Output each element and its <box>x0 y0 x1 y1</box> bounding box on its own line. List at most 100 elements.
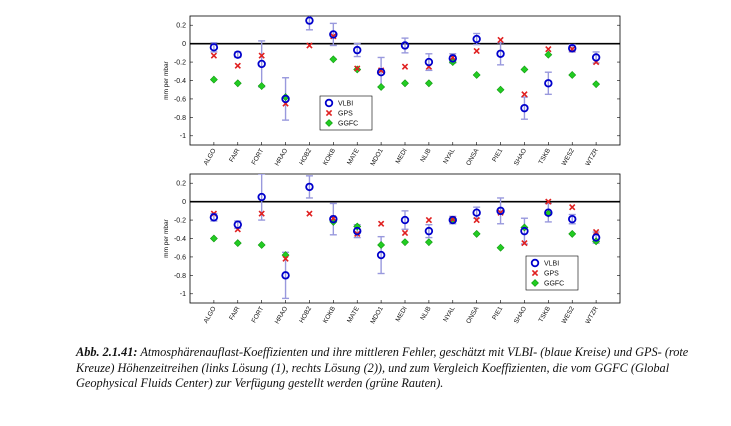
y-tick-label: 0.2 <box>176 23 186 30</box>
y-tick-label: -0.6 <box>174 254 186 261</box>
ggfc-point <box>209 234 218 243</box>
y-tick-label: -0.4 <box>174 236 186 243</box>
y-tick-label: -0.6 <box>174 96 186 103</box>
gps-point-stroke-b <box>521 91 528 98</box>
caption-label: Abb. 2.1.41: <box>76 345 138 359</box>
x-tick-label-hob2: HOB2 <box>298 305 313 324</box>
vlbi-point <box>257 59 266 69</box>
vlbi-point <box>520 103 529 113</box>
y-tick-label: -0.2 <box>174 217 186 224</box>
legend-gps-label: GPS <box>338 111 353 118</box>
caption-text: Atmosphärenauflast-Koeffizienten und ihr… <box>76 345 689 390</box>
gps-point <box>306 42 313 49</box>
y-tick-label: 0 <box>182 199 186 206</box>
x-tick-label-fort: FORT <box>251 147 266 166</box>
legend: VLBI GPS GGFC <box>525 255 579 291</box>
x-tick-label-wes2: WES2 <box>561 147 576 167</box>
legend-ggfc-label: GGFC <box>338 121 358 128</box>
x-tick-label-tskb: TSKB <box>538 148 553 166</box>
gps-point <box>258 210 265 217</box>
x-tick-label-hrao: HRAO <box>274 148 289 168</box>
vlbi-point <box>305 16 314 25</box>
x-tick-label-nyal: NYAL <box>442 147 457 165</box>
vlbi-point <box>329 30 338 39</box>
legend: VLBI GPS GGFC <box>319 95 373 131</box>
ggfc-point <box>209 75 218 84</box>
vlbi-point <box>376 68 386 77</box>
x-tick-label-nlib: NLIB <box>419 306 432 322</box>
vlbi-point <box>544 79 553 88</box>
x-tick-label-tskb: TSKB <box>538 306 553 324</box>
gps-point-stroke-b <box>306 210 313 217</box>
vlbi-point <box>568 44 577 53</box>
gps-point <box>401 63 409 70</box>
vlbi-point <box>281 94 290 104</box>
y-tick-label: -1 <box>180 133 186 140</box>
ggfc-point <box>472 229 481 238</box>
gps-point-stroke-b <box>401 229 409 237</box>
gps-point-stroke-b <box>545 46 552 53</box>
ggfc-point <box>592 80 601 89</box>
gps-point <box>545 198 552 205</box>
ggfc-point <box>377 241 386 249</box>
marks-layer <box>209 16 601 121</box>
gps-point <box>545 46 552 53</box>
vlbi-point <box>353 226 362 236</box>
x-tick-label-wes2: WES2 <box>561 305 576 325</box>
ggfc-point <box>329 55 338 64</box>
y-tick-label: -0.8 <box>174 115 186 122</box>
x-tick-label-wtzr: WTZR <box>584 147 600 167</box>
x-tick-label-pie1: PIE1 <box>491 147 504 163</box>
vlbi-point <box>400 41 410 50</box>
y-tick-label: -0.2 <box>174 59 186 66</box>
gps-point-stroke-b <box>258 210 265 217</box>
gps-point-stroke-b <box>234 62 241 69</box>
x-tick-label-fair: FAIR <box>228 147 241 163</box>
ggfc-point <box>401 238 409 247</box>
y-tick-label: -0.4 <box>174 78 186 85</box>
vlbi-point <box>233 220 242 229</box>
x-tick-label-nyal: NYAL <box>442 305 457 323</box>
vlbi-point <box>496 49 505 58</box>
x-tick-label-medi: MEDI <box>395 305 409 323</box>
vlbi-point <box>305 182 314 192</box>
gps-point-stroke-b <box>377 220 385 227</box>
vlbi-point <box>233 50 242 59</box>
gps-point <box>473 47 480 55</box>
gps-point-stroke-b <box>473 216 480 224</box>
x-tick-label-nlib: NLIB <box>419 148 432 164</box>
gps-point <box>521 91 528 98</box>
y-tick-label: -1 <box>180 291 186 298</box>
gps-point-stroke-b <box>258 52 265 59</box>
x-tick-label-algo: ALGO <box>203 306 218 325</box>
gps-point-stroke-b <box>306 42 313 49</box>
gps-point-stroke-b <box>521 239 528 247</box>
x-tick-label-mdo1: MDO1 <box>369 305 385 325</box>
x-tick-label-pie1: PIE1 <box>491 305 504 321</box>
gps-point <box>569 204 576 211</box>
x-tick-label-onsa: ONSA <box>465 147 481 167</box>
gps-point <box>521 239 528 247</box>
ggfc-point <box>257 241 266 249</box>
ggfc-point <box>496 243 505 252</box>
ggfc-point <box>424 238 433 247</box>
x-tick-label-fair: FAIR <box>228 305 241 321</box>
ggfc-point <box>233 79 242 88</box>
ggfc-point <box>424 79 433 88</box>
x-tick-label-kokb: KOKB <box>322 306 337 325</box>
gps-point-stroke-b <box>545 198 552 205</box>
gps-point <box>497 36 504 44</box>
ggfc-point <box>496 85 505 94</box>
vlbi-point <box>472 34 481 44</box>
vlbi-point <box>424 226 434 236</box>
x-tick-label-algo: ALGO <box>203 148 218 167</box>
vlbi-point <box>448 54 457 63</box>
legend-ggfc-marker <box>531 279 539 287</box>
gps-point <box>401 229 409 237</box>
legend-ggfc-marker <box>325 119 333 127</box>
x-tick-label-hob2: HOB2 <box>298 147 313 166</box>
legend-gps-marker <box>325 109 333 117</box>
vlbi-point <box>329 214 338 224</box>
y-axis-label: mm per mbar <box>163 218 170 257</box>
